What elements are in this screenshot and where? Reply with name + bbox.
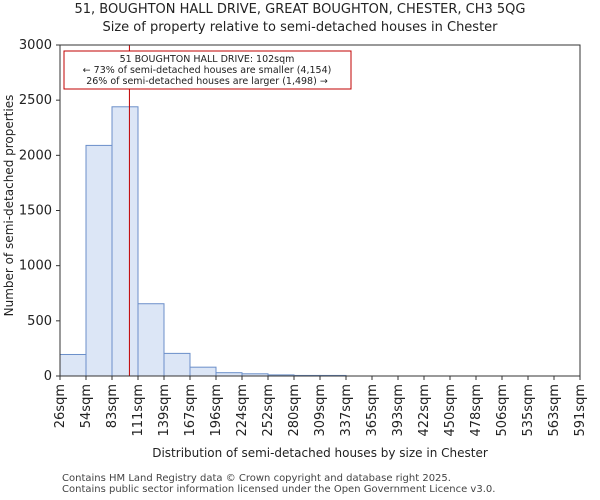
- y-tick-label: 2500: [19, 93, 52, 108]
- x-tick-label: 196sqm: [209, 384, 224, 437]
- x-tick-label: 224sqm: [235, 384, 250, 437]
- y-axis-label: Number of semi-detached properties: [2, 95, 16, 317]
- x-axis-label: Distribution of semi-detached houses by …: [152, 446, 488, 460]
- x-tick-label: 167sqm: [183, 384, 198, 437]
- x-tick-label: 309sqm: [313, 384, 328, 437]
- y-tick-label: 1000: [19, 259, 52, 274]
- x-tick-label: 563sqm: [547, 384, 562, 437]
- y-tick-label: 0: [44, 369, 52, 384]
- x-tick-label: 111sqm: [131, 384, 146, 437]
- x-tick-label: 393sqm: [391, 384, 406, 437]
- x-tick-label: 139sqm: [157, 384, 172, 437]
- y-tick-label: 1500: [19, 204, 52, 219]
- x-tick-label: 365sqm: [365, 384, 380, 437]
- chart-title: 51, BOUGHTON HALL DRIVE, GREAT BOUGHTON,…: [74, 2, 526, 17]
- chart-subtitle: Size of property relative to semi-detach…: [102, 20, 498, 35]
- y-tick-label: 500: [27, 314, 52, 329]
- histogram-bar: [163, 352, 191, 377]
- x-tick-label: 535sqm: [521, 384, 536, 437]
- histogram-bar: [137, 303, 165, 377]
- histogram-bar: [85, 144, 113, 377]
- x-tick-label: 252sqm: [261, 384, 276, 437]
- x-tick-label: 54sqm: [79, 384, 94, 428]
- x-tick-label: 506sqm: [495, 384, 510, 437]
- x-tick-label: 422sqm: [417, 384, 432, 437]
- histogram-bar: [111, 106, 139, 377]
- annotation-box: 51 BOUGHTON HALL DRIVE: 102sqm ← 73% of …: [63, 50, 352, 90]
- footer-line-1: Contains HM Land Registry data © Crown c…: [62, 473, 451, 484]
- y-tick-label: 2000: [19, 148, 52, 163]
- x-tick-label: 280sqm: [287, 384, 302, 437]
- annotation-line-1: 51 BOUGHTON HALL DRIVE: 102sqm: [120, 54, 295, 65]
- annotation-line-3: 26% of semi-detached houses are larger (…: [86, 76, 328, 87]
- annotation-line-2: ← 73% of semi-detached houses are smalle…: [83, 65, 332, 76]
- y-tick-label: 3000: [19, 38, 52, 53]
- x-tick-label: 26sqm: [53, 384, 68, 428]
- histogram-bar: [189, 366, 217, 377]
- footer-line-2: Contains public sector information licen…: [62, 484, 496, 495]
- x-tick-label: 337sqm: [339, 384, 354, 437]
- x-tick-label: 450sqm: [443, 384, 458, 437]
- x-tick-label: 83sqm: [105, 384, 120, 428]
- x-tick-label: 591sqm: [573, 384, 588, 437]
- x-tick-label: 478sqm: [469, 384, 484, 437]
- histogram-bar: [59, 353, 87, 377]
